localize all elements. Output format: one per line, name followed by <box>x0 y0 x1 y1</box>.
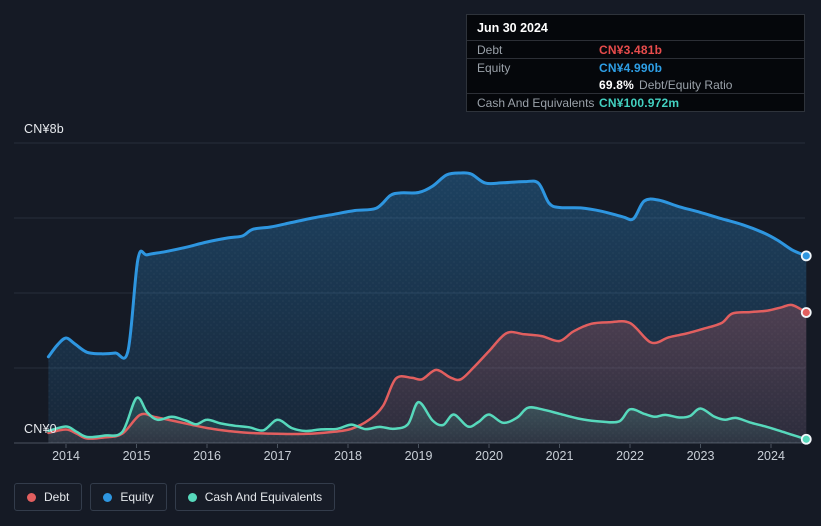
series-lines <box>46 171 808 441</box>
line-cash-and-equivalents <box>47 396 808 441</box>
x-label-2021: 2021 <box>545 449 574 463</box>
x-label-2019: 2019 <box>404 449 433 463</box>
legend-debt-label: Debt <box>44 490 70 504</box>
tooltip-cash-value: CN¥100.972m <box>599 95 680 110</box>
legend-equity-label: Equity <box>120 490 154 504</box>
debt-dot-icon <box>27 492 36 502</box>
series-areas <box>48 172 807 443</box>
legend-item-cash[interactable]: Cash And Equivalents <box>174 483 336 511</box>
legend-item-equity[interactable]: Equity <box>90 483 167 511</box>
tooltip-debt-value: CN¥3.481b <box>599 42 663 57</box>
x-label-2018: 2018 <box>334 449 362 463</box>
x-label-2017: 2017 <box>263 449 292 463</box>
tooltip-row-ratio: 69.8% Debt/Equity Ratio <box>467 76 804 93</box>
x-label-2020: 2020 <box>475 449 503 463</box>
cash-and-equivalents-end-marker[interactable] <box>800 433 812 445</box>
line-equity <box>46 171 808 360</box>
tooltip-equity-value: CN¥4.990b <box>599 60 663 75</box>
legend-item-debt[interactable]: Debt <box>14 483 83 511</box>
legend-cash-label: Cash And Equivalents <box>204 490 323 504</box>
equity-dot-icon <box>103 492 113 502</box>
tooltip-ratio-label: Debt/Equity Ratio <box>639 77 733 92</box>
equity-end-marker[interactable] <box>800 250 812 262</box>
x-label-2023: 2023 <box>686 449 715 463</box>
x-label-2022: 2022 <box>616 449 644 463</box>
x-label-2015: 2015 <box>122 449 151 463</box>
cash-dot-icon <box>187 492 197 502</box>
tooltip-ratio-value: 69.8% <box>599 77 635 92</box>
tooltip-row-cash: Cash And Equivalents CN¥100.972m <box>467 93 804 111</box>
y-axis-zero-label: CN¥0 <box>24 422 57 436</box>
chart-legend: Debt Equity Cash And Equivalents <box>14 483 336 511</box>
tooltip-debt-label: Debt <box>477 42 503 57</box>
line-debt <box>47 303 808 440</box>
tooltip-row-debt: Debt CN¥3.481b <box>467 41 804 58</box>
tooltip-equity-label: Equity <box>477 60 511 75</box>
debt-end-marker[interactable] <box>800 307 812 318</box>
tooltip-date: Jun 30 2024 <box>467 15 804 41</box>
x-label-2024: 2024 <box>757 449 785 463</box>
x-label-2014: 2014 <box>52 449 80 463</box>
series-end-markers <box>800 250 812 445</box>
y-axis-max-label: CN¥8b <box>24 122 64 136</box>
x-label-2016: 2016 <box>193 449 221 463</box>
chart-tooltip: Jun 30 2024 Debt CN¥3.481b Equity CN¥4.9… <box>466 14 805 112</box>
tooltip-cash-label: Cash And Equivalents <box>477 95 595 110</box>
tooltip-row-equity: Equity CN¥4.990b <box>467 58 804 76</box>
area-debt <box>48 304 807 443</box>
